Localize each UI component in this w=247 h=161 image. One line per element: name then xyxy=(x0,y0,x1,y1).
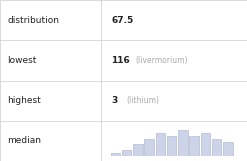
Bar xyxy=(178,130,188,156)
Bar xyxy=(122,150,131,156)
Bar xyxy=(212,139,221,156)
Text: 116: 116 xyxy=(111,56,130,65)
Bar xyxy=(223,142,233,156)
Bar xyxy=(144,139,154,156)
Text: highest: highest xyxy=(7,96,41,105)
Bar xyxy=(156,133,165,156)
Text: median: median xyxy=(7,136,41,145)
Text: (lithium): (lithium) xyxy=(126,96,159,105)
Bar xyxy=(201,133,210,156)
Text: distribution: distribution xyxy=(7,16,60,25)
Bar xyxy=(111,153,120,156)
Bar xyxy=(133,144,143,156)
Text: 3: 3 xyxy=(111,96,117,105)
Text: (livermorium): (livermorium) xyxy=(136,56,188,65)
Bar xyxy=(167,136,176,156)
Text: lowest: lowest xyxy=(7,56,37,65)
Text: 67.5: 67.5 xyxy=(111,16,133,25)
Bar xyxy=(189,136,199,156)
